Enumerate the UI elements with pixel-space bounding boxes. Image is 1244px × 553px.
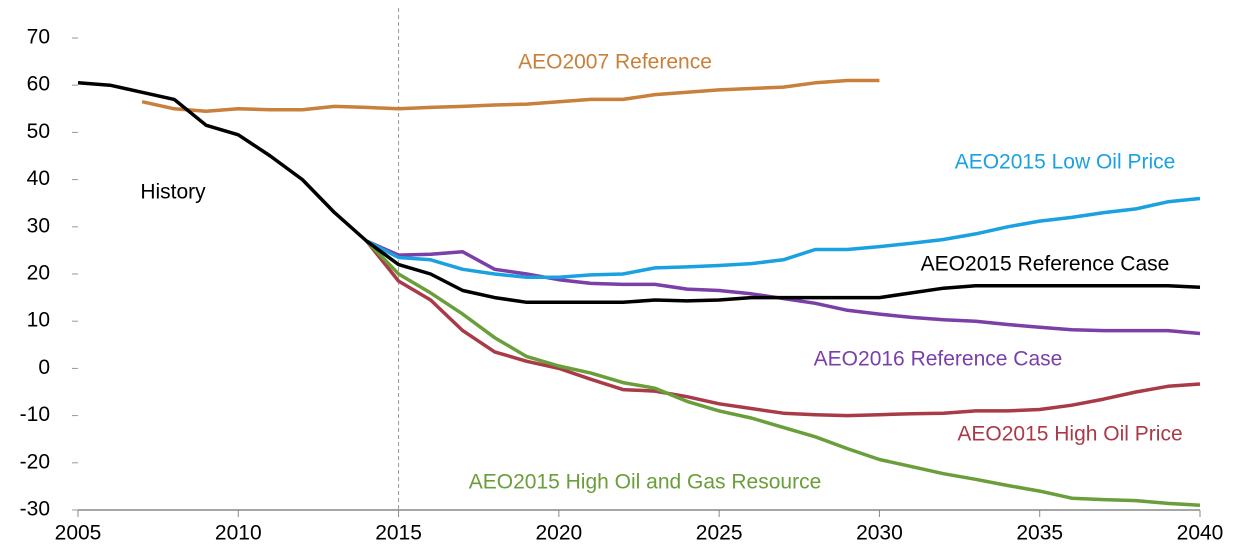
y-tick-label: 0 (38, 356, 50, 379)
series-label: AEO2015 High Oil and Gas Resource (469, 471, 822, 494)
series-line (365, 239, 1201, 508)
series-line (365, 196, 1201, 280)
x-tick-label: 2020 (535, 522, 582, 545)
series-label: AEO2007 Reference (518, 51, 712, 74)
y-tick-label: 70 (27, 26, 50, 49)
series-line (141, 78, 880, 113)
y-tick-label: -20 (20, 450, 50, 473)
y-tick-label: 40 (27, 167, 50, 190)
y-tick-label: 10 (27, 309, 50, 332)
y-tick-label: 50 (27, 120, 50, 143)
y-tick-label: -10 (20, 403, 50, 426)
series-label: AEO2016 Reference Case (814, 348, 1063, 371)
y-tick-label: -30 (20, 498, 50, 521)
y-tick-label: 60 (27, 73, 50, 96)
series-label: AEO2015 Low Oil Price (955, 151, 1176, 174)
series-label: AEO2015 High Oil Price (957, 423, 1182, 446)
annotation: History (140, 181, 206, 204)
x-tick-label: 2010 (215, 522, 262, 545)
series-label: AEO2015 Reference Case (921, 253, 1170, 276)
x-tick-label: 2030 (856, 522, 903, 545)
x-tick-label: 2040 (1177, 522, 1224, 545)
x-tick-label: 2035 (1016, 522, 1063, 545)
x-tick-label: 2015 (375, 522, 422, 545)
y-tick-label: 30 (27, 214, 50, 237)
x-tick-label: 2025 (696, 522, 743, 545)
series-line (365, 239, 1201, 418)
y-tick-label: 20 (27, 262, 50, 285)
series-line (77, 81, 1201, 305)
x-tick-label: 2005 (55, 522, 102, 545)
